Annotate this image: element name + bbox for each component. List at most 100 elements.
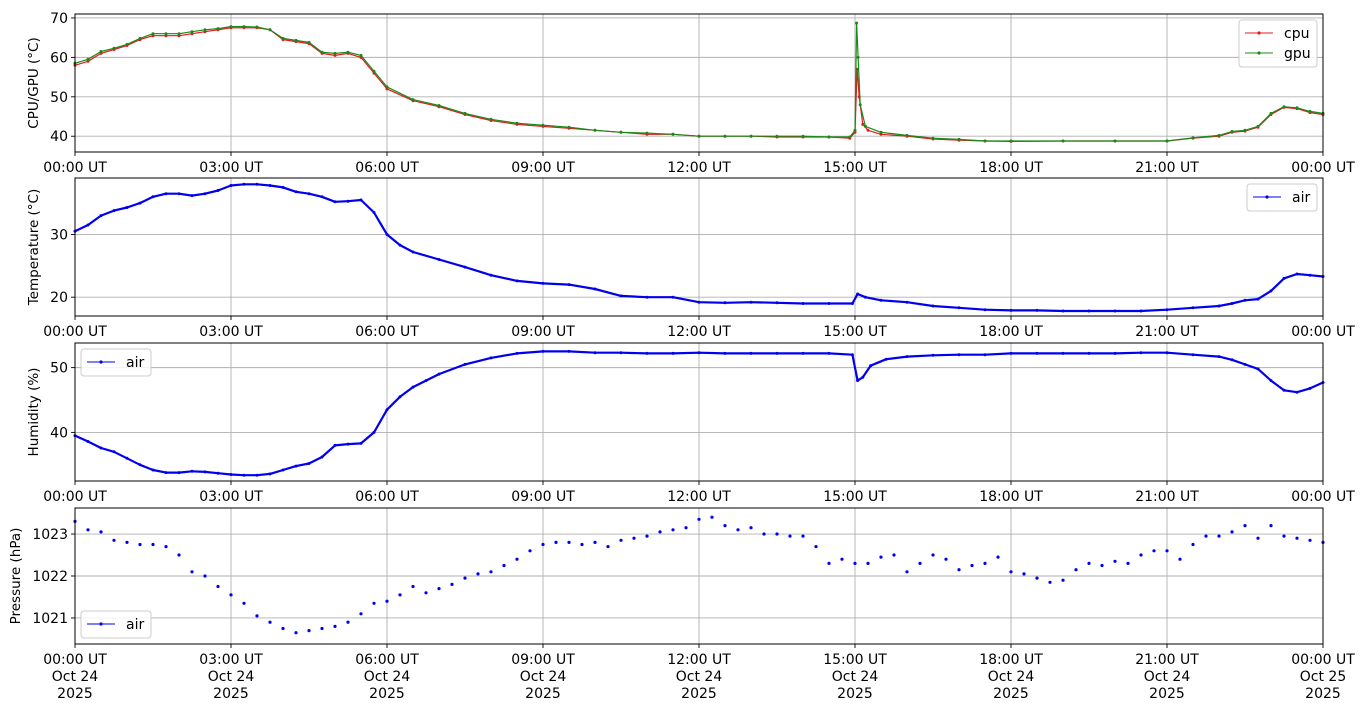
data-point (1009, 308, 1013, 312)
data-point (1087, 561, 1091, 566)
data-point (112, 450, 116, 454)
data-point (827, 561, 831, 566)
data-point (1165, 308, 1169, 312)
y-tick-label: 1022 (32, 569, 68, 585)
x-tick-label: 21:00 UT (1135, 160, 1199, 176)
x-tick-label: 00:00 UT (43, 160, 107, 176)
series-gpu (73, 21, 1325, 143)
data-point (855, 21, 859, 25)
data-point (1061, 309, 1065, 313)
x-tick-label: 12:00 UT (667, 324, 731, 340)
x-tick-date-label: Oct 24 (1144, 669, 1191, 685)
data-point (879, 130, 883, 134)
data-point (294, 464, 298, 468)
data-point (879, 555, 883, 559)
data-point (203, 574, 207, 578)
data-point (411, 385, 415, 389)
data-point (866, 128, 870, 132)
data-point (710, 515, 714, 519)
data-point (1308, 538, 1312, 542)
data-point (112, 538, 116, 542)
data-point (177, 553, 181, 557)
x-tick-label: 06:00 UT (355, 489, 419, 505)
y-axis-label: Humidity (%) (26, 368, 42, 457)
data-point (138, 201, 142, 205)
data-point (307, 192, 311, 196)
data-point (437, 372, 441, 376)
data-point (1269, 524, 1273, 528)
data-point (125, 540, 129, 545)
data-point (957, 353, 961, 357)
x-tick-label: 09:00 UT (511, 160, 575, 176)
data-point (398, 395, 402, 399)
data-point (1035, 308, 1039, 312)
data-point (827, 351, 831, 355)
data-point (294, 190, 298, 194)
data-point (884, 357, 888, 361)
data-point (99, 446, 103, 450)
data-point (1217, 304, 1221, 308)
data-point (671, 351, 675, 355)
data-point (671, 528, 675, 532)
data-point (1139, 553, 1143, 557)
data-point (856, 379, 860, 383)
data-point (177, 32, 181, 36)
data-point (606, 545, 610, 549)
data-point (931, 304, 935, 308)
data-point (1295, 106, 1299, 110)
data-point (333, 51, 337, 55)
data-point (203, 470, 207, 474)
data-point (1113, 309, 1117, 313)
data-point (216, 189, 220, 192)
y-tick-label: 40 (50, 425, 68, 441)
x-tick-label: 12:00 UT (667, 160, 731, 176)
data-point (528, 549, 532, 553)
data-point (346, 50, 350, 54)
data-point (905, 570, 909, 574)
data-point (463, 265, 467, 269)
data-point (861, 375, 865, 379)
y-tick-label: 1021 (32, 611, 68, 627)
data-point (255, 182, 259, 186)
series-air (73, 349, 1325, 477)
x-tick-date-label: Oct 24 (988, 669, 1035, 685)
data-point (863, 124, 867, 128)
data-point (619, 351, 623, 355)
data-point (801, 302, 805, 305)
data-point (268, 620, 272, 624)
y-tick-label: 50 (50, 361, 68, 377)
x-tick-year-label: 2025 (681, 686, 717, 702)
data-point (164, 545, 168, 549)
data-point (1269, 111, 1273, 115)
data-point (1087, 309, 1091, 313)
legend: air (1246, 183, 1318, 212)
legend: air (80, 348, 152, 377)
x-tick-year-label: 2025 (837, 686, 873, 702)
data-point (359, 53, 363, 57)
data-point (1256, 297, 1260, 301)
data-point (359, 612, 363, 616)
data-point (856, 292, 860, 296)
data-point (320, 455, 324, 459)
series-air (73, 515, 1325, 635)
data-point (125, 42, 129, 46)
x-tick-date-label: Oct 24 (52, 669, 99, 685)
x-tick-date-label: Oct 25 (1300, 669, 1346, 685)
x-tick-year-label: 2025 (57, 686, 93, 702)
data-point (1308, 386, 1312, 390)
legend-label: air (126, 617, 144, 633)
x-tick-label: 18:00 UT (979, 324, 1043, 340)
data-point (216, 584, 220, 589)
data-point (320, 626, 324, 631)
data-point (437, 104, 441, 107)
x-tick-label: 00:00 UT (1291, 160, 1355, 176)
legend-swatch-marker (1257, 31, 1261, 35)
data-point (892, 553, 896, 557)
data-point (164, 471, 168, 475)
x-tick-label: 15:00 UT (823, 489, 887, 505)
legend: air (80, 610, 152, 639)
x-tick-label: 21:00 UT (1135, 324, 1199, 340)
data-point (151, 468, 155, 472)
legend-label: air (126, 355, 144, 371)
